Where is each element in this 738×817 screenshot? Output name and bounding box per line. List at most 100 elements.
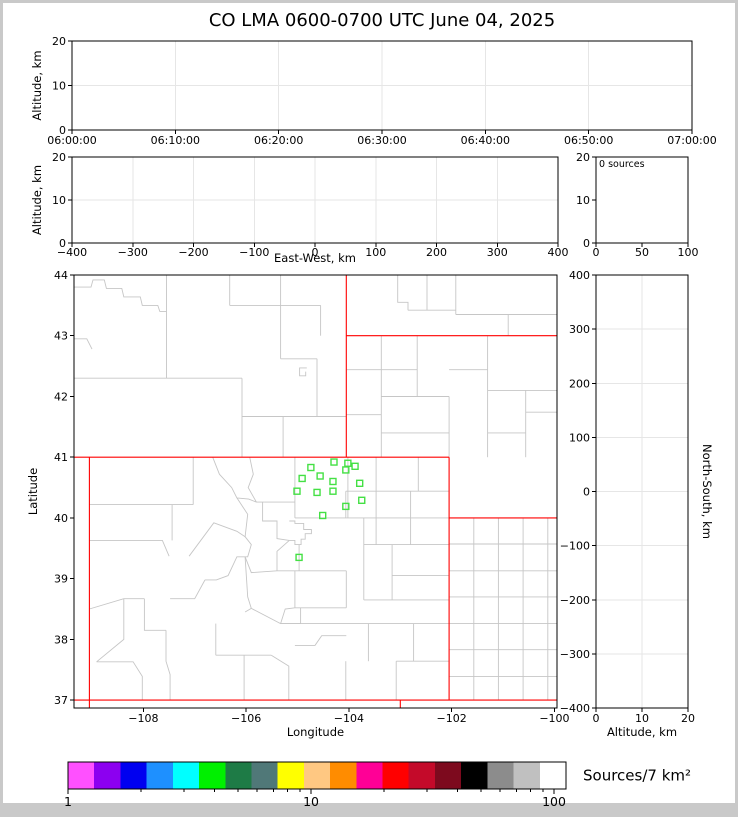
source-marker <box>313 488 321 497</box>
x-axis-label: Altitude, km <box>607 725 677 739</box>
y-axis-label: Latitude <box>26 468 40 515</box>
grid <box>72 157 558 243</box>
county-border <box>89 539 170 557</box>
colorbar-label: Sources/7 km² <box>583 767 691 785</box>
county-border <box>212 457 257 503</box>
county-border <box>188 522 246 557</box>
y-tick-label: 40 <box>54 512 68 525</box>
county-border <box>143 598 166 631</box>
y-tick-label: 10 <box>52 194 66 207</box>
grid <box>72 41 692 130</box>
county-border <box>262 502 290 541</box>
colorbar-segment <box>94 762 121 789</box>
y-tick-label: 300 <box>569 323 590 336</box>
axis-ticks: 06:00:00 06:10:00 06:20:00 06:30:00 06:40:00… <box>47 35 716 147</box>
colorbar-segment <box>487 762 515 789</box>
source-markers <box>293 458 366 562</box>
county-border <box>299 367 307 377</box>
colorbar-segment <box>356 762 384 789</box>
x-tick-label: 300 <box>487 246 508 259</box>
colorbar-segment <box>513 762 541 789</box>
colorbar-segment <box>277 762 305 789</box>
county-border <box>89 598 145 610</box>
county-border <box>244 607 281 624</box>
y-tick-label: 0 <box>583 486 590 499</box>
county-border <box>397 275 409 311</box>
figure-title: CO LMA 0600-0700 UTC June 04, 2025 <box>208 10 556 31</box>
colorbar-segment <box>382 762 410 789</box>
y-tick-label: 42 <box>54 390 68 403</box>
county-border <box>165 630 171 701</box>
colorbar-segment <box>225 762 252 789</box>
county-border <box>244 556 252 609</box>
x-tick-label: 200 <box>426 246 447 259</box>
colorbar-segment <box>461 762 488 789</box>
x-axis-label: East-West, km <box>274 251 356 265</box>
panel-plan-view: −108 −106 −104 −102 −100 37 38 39 40 41 42 43 44 Long… <box>26 269 570 739</box>
county-border <box>96 598 125 663</box>
y-tick-label: 200 <box>569 377 590 390</box>
source-marker <box>295 553 303 562</box>
y-tick-label: 20 <box>52 151 66 164</box>
x-tick-label: 0 <box>312 246 319 259</box>
x-tick-label: 07:00:00 <box>667 134 716 147</box>
y-axis-label-right: North-South, km <box>700 444 714 539</box>
county-border <box>74 279 167 312</box>
colorbar-segment <box>68 762 95 789</box>
source-marker <box>329 477 337 486</box>
axis-ticks: 0 10 20 400 300 200 100 0 −100 −200 −300 −400 <box>560 269 695 725</box>
x-tick-label: 100 <box>678 246 699 259</box>
county-border <box>236 497 252 558</box>
y-axis-label: Altitude, km <box>30 50 44 120</box>
county-border <box>280 607 295 624</box>
grid <box>596 275 688 708</box>
source-marker <box>351 462 359 470</box>
x-tick-label: 10 <box>635 712 649 725</box>
panel-frame <box>71 156 559 244</box>
county-border <box>276 540 290 571</box>
county-border <box>244 556 278 574</box>
x-tick-label: −106 <box>231 712 261 725</box>
figure-background <box>3 3 735 803</box>
source-marker <box>316 472 324 480</box>
source-marker <box>307 463 315 472</box>
y-tick-label: 38 <box>54 633 68 646</box>
map-content <box>74 275 557 708</box>
y-tick-label: 0 <box>583 237 590 250</box>
x-tick-label: 06:30:00 <box>357 134 406 147</box>
y-tick-label: 44 <box>54 269 68 282</box>
y-tick-label: −100 <box>560 540 590 553</box>
panel-frame <box>73 274 558 709</box>
colorbar-segment <box>303 762 331 789</box>
x-tick-label: 400 <box>548 246 569 259</box>
x-tick-label: 06:00:00 <box>47 134 96 147</box>
x-tick-label: −102 <box>437 712 467 725</box>
y-tick-label: 20 <box>52 35 66 48</box>
panel-frame <box>595 156 689 244</box>
colorbar-segment <box>408 762 436 789</box>
colorbar-segment <box>172 762 200 789</box>
x-tick-label: 06:20:00 <box>254 134 303 147</box>
x-tick-label: 100 <box>365 246 386 259</box>
source-marker <box>355 479 364 488</box>
panel-frame <box>71 40 693 131</box>
y-tick-label: 400 <box>569 269 590 282</box>
y-tick-label: 39 <box>54 573 68 586</box>
panel-ns-height: 0 10 20 400 300 200 100 0 −100 −200 −300 −400 Altitu… <box>560 269 714 739</box>
panel-ew-height: −400 −300 −200 −100 0 100 200 300 400 0 10 20 East-W… <box>30 151 569 265</box>
panel-frame <box>595 274 689 709</box>
colorbar-segment <box>434 762 462 789</box>
county-border <box>96 661 143 701</box>
county-border <box>280 607 302 625</box>
source-marker <box>298 474 306 483</box>
axis-ticks: −108 −106 −104 −102 −100 37 38 39 40 41 42 43 44 <box>54 269 570 725</box>
colorbar-segment <box>146 762 174 789</box>
y-tick-label: 37 <box>54 694 68 707</box>
source-marker <box>358 496 366 505</box>
x-tick-label: 06:50:00 <box>564 134 613 147</box>
colorbar-tick-label: 1 <box>64 794 72 809</box>
y-tick-label: −400 <box>560 702 590 715</box>
county-border <box>289 520 312 546</box>
axis-ticks: −400 −300 −200 −100 0 100 200 300 400 0 10 20 <box>52 151 569 259</box>
